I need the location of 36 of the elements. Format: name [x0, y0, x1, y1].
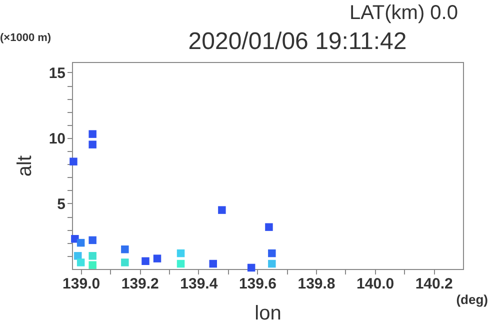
- x-tick-label: 140.2: [415, 276, 453, 292]
- point: [176, 249, 185, 258]
- point: [121, 245, 129, 254]
- x-tick-label: 139.6: [238, 276, 276, 292]
- point: [76, 238, 85, 247]
- point: [88, 252, 96, 260]
- point: [70, 158, 78, 166]
- x-tick-label: 139.0: [62, 276, 100, 292]
- point: [209, 260, 217, 268]
- point: [88, 236, 96, 244]
- point: [76, 258, 85, 266]
- chart-title: 2020/01/06 19:11:42: [188, 28, 407, 55]
- x-tick-label: 139.4: [180, 276, 218, 292]
- point: [268, 249, 276, 258]
- point: [176, 260, 185, 268]
- point: [268, 260, 276, 268]
- point: [121, 258, 129, 266]
- text: (×1000 m): [0, 32, 52, 44]
- x-axis-title: lon: [254, 302, 282, 324]
- point: [88, 140, 96, 148]
- point: [247, 264, 256, 272]
- y-axis-title: alt: [14, 154, 36, 177]
- point: [142, 257, 150, 266]
- point: [265, 223, 273, 231]
- point: [88, 130, 96, 138]
- y-tick-label: 10: [48, 130, 66, 148]
- x-tick-label: 139.8: [298, 276, 336, 292]
- text: (deg): [456, 292, 488, 307]
- point: [218, 206, 226, 214]
- text: LAT(km) 0.0: [349, 2, 458, 25]
- x-tick-label: 139.2: [121, 276, 159, 292]
- y-tick-label: 5: [57, 196, 66, 213]
- point: [153, 254, 162, 262]
- y-tick-label: 15: [48, 64, 66, 82]
- point: [88, 261, 96, 269]
- x-tick-label: 140.0: [356, 276, 394, 292]
